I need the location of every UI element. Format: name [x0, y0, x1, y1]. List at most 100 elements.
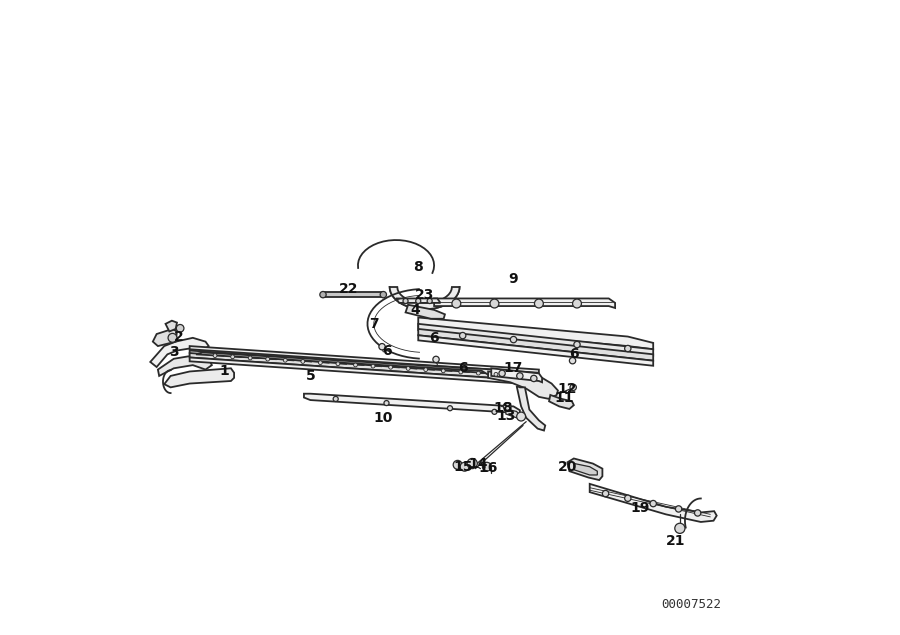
Polygon shape — [190, 351, 539, 377]
Circle shape — [494, 372, 498, 376]
Circle shape — [403, 298, 408, 304]
Circle shape — [230, 355, 235, 359]
Circle shape — [319, 361, 322, 364]
Circle shape — [625, 345, 631, 352]
Text: 22: 22 — [338, 282, 358, 296]
Polygon shape — [406, 305, 445, 319]
Polygon shape — [166, 321, 177, 331]
Circle shape — [467, 458, 477, 469]
Circle shape — [574, 342, 580, 348]
Circle shape — [675, 523, 685, 533]
Circle shape — [416, 298, 421, 304]
Circle shape — [406, 366, 410, 370]
Text: 1: 1 — [220, 364, 230, 378]
Circle shape — [492, 410, 497, 415]
Polygon shape — [190, 358, 539, 385]
Polygon shape — [190, 353, 539, 381]
Circle shape — [452, 299, 461, 308]
Circle shape — [460, 462, 469, 471]
Circle shape — [482, 462, 491, 471]
Polygon shape — [390, 287, 460, 309]
Text: 14: 14 — [469, 457, 489, 471]
Circle shape — [675, 505, 682, 512]
Circle shape — [517, 373, 523, 379]
Circle shape — [510, 337, 517, 343]
Text: 4: 4 — [410, 303, 420, 317]
Circle shape — [213, 354, 217, 358]
Polygon shape — [488, 371, 558, 399]
Polygon shape — [549, 395, 574, 409]
Polygon shape — [418, 335, 653, 366]
Polygon shape — [590, 484, 716, 522]
Polygon shape — [517, 386, 545, 431]
Circle shape — [531, 375, 537, 382]
Polygon shape — [491, 368, 542, 382]
Circle shape — [168, 333, 177, 342]
Circle shape — [380, 291, 386, 298]
Circle shape — [695, 510, 701, 516]
Circle shape — [433, 356, 439, 363]
Circle shape — [625, 495, 631, 502]
Polygon shape — [396, 298, 440, 303]
Circle shape — [570, 358, 576, 364]
Circle shape — [176, 324, 184, 332]
Text: 8: 8 — [413, 260, 423, 274]
Circle shape — [454, 460, 462, 469]
Text: 13: 13 — [496, 409, 516, 423]
Polygon shape — [190, 346, 539, 373]
Text: 6: 6 — [382, 344, 392, 358]
Text: 21: 21 — [666, 534, 685, 548]
Polygon shape — [418, 318, 653, 349]
Polygon shape — [196, 352, 494, 375]
Text: 5: 5 — [305, 369, 315, 383]
Circle shape — [384, 401, 389, 406]
Polygon shape — [153, 329, 177, 346]
Circle shape — [570, 384, 576, 391]
Circle shape — [320, 291, 326, 298]
Text: 18: 18 — [493, 401, 512, 415]
Polygon shape — [506, 409, 520, 418]
Circle shape — [354, 363, 357, 367]
Circle shape — [336, 362, 340, 366]
Polygon shape — [164, 368, 234, 387]
Circle shape — [447, 406, 453, 411]
Text: 6: 6 — [458, 361, 467, 375]
Text: 3: 3 — [169, 345, 178, 359]
Circle shape — [266, 358, 270, 361]
Polygon shape — [418, 329, 653, 361]
Circle shape — [333, 396, 338, 401]
Circle shape — [248, 356, 252, 360]
Text: 9: 9 — [508, 272, 518, 286]
Polygon shape — [150, 338, 209, 367]
Text: 23: 23 — [415, 288, 435, 302]
Circle shape — [476, 371, 481, 375]
Circle shape — [424, 368, 428, 371]
Polygon shape — [304, 394, 520, 414]
Text: 17: 17 — [504, 361, 523, 375]
Circle shape — [379, 344, 385, 350]
Text: 6: 6 — [569, 347, 579, 361]
Text: 7: 7 — [369, 317, 379, 331]
Text: 20: 20 — [558, 460, 577, 474]
Circle shape — [517, 412, 526, 421]
Circle shape — [441, 369, 446, 373]
Text: 15: 15 — [453, 460, 472, 474]
Circle shape — [490, 299, 499, 308]
Text: 19: 19 — [631, 501, 650, 515]
Text: 16: 16 — [479, 461, 498, 475]
Polygon shape — [568, 458, 602, 480]
Circle shape — [371, 364, 375, 368]
Circle shape — [459, 370, 463, 374]
Text: 2: 2 — [174, 330, 184, 344]
Circle shape — [572, 299, 581, 308]
Text: 12: 12 — [558, 382, 577, 396]
Circle shape — [428, 298, 432, 304]
Circle shape — [499, 370, 505, 377]
Circle shape — [503, 403, 511, 410]
Circle shape — [460, 332, 466, 338]
Circle shape — [650, 500, 656, 507]
Circle shape — [389, 365, 392, 369]
Text: 10: 10 — [374, 411, 393, 425]
Polygon shape — [418, 324, 653, 356]
Polygon shape — [574, 464, 598, 475]
